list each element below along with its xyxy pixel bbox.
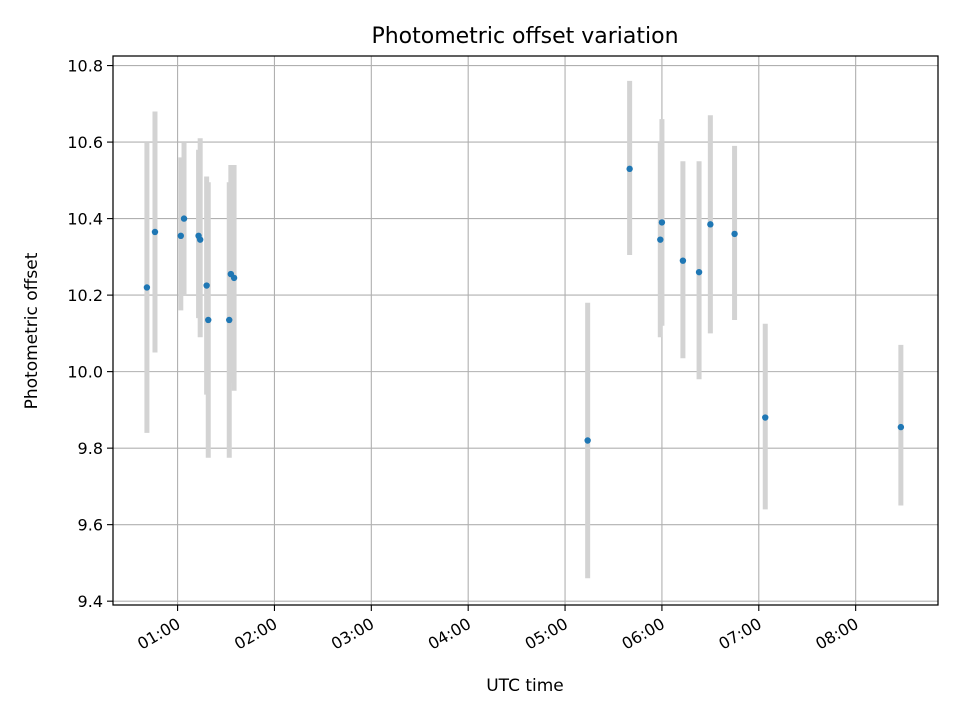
- y-tick-label: 9.4: [78, 592, 103, 611]
- x-axis-label: UTC time: [486, 676, 564, 696]
- data-point: [203, 282, 210, 289]
- y-tick-label: 10.4: [67, 210, 103, 229]
- data-point: [762, 414, 769, 421]
- data-point: [205, 316, 212, 324]
- data-point: [143, 284, 151, 291]
- y-tick-label: 9.6: [78, 516, 103, 535]
- grid: [113, 56, 938, 605]
- chart-title: Photometric offset variation: [371, 24, 678, 49]
- y-axis-ticks: 9.4 9.6 9.8 10.0 10.2 10.4 10.6 10.8: [67, 57, 113, 611]
- data-point: [626, 165, 633, 173]
- data-point: [584, 437, 591, 444]
- plot-area: [113, 56, 938, 605]
- data-point: [177, 232, 185, 240]
- data-point: [196, 236, 204, 243]
- data-point: [679, 257, 687, 264]
- data-point: [226, 316, 233, 324]
- data-points: [143, 165, 905, 444]
- data-point: [897, 423, 905, 431]
- plot-background: [113, 56, 938, 605]
- y-tick-label: 10.2: [67, 286, 103, 305]
- data-point: [151, 228, 159, 236]
- data-point: [731, 230, 738, 238]
- data-point: [707, 221, 714, 228]
- data-point: [180, 215, 188, 222]
- y-tick-label: 9.8: [78, 439, 103, 458]
- data-point: [658, 219, 666, 226]
- data-point: [230, 274, 238, 282]
- plot-frame: [112, 55, 939, 606]
- y-tick-label: 10.6: [67, 133, 103, 152]
- data-point: [695, 268, 703, 276]
- data-point: [657, 236, 664, 243]
- y-axis-label: Photometric offset: [22, 252, 42, 409]
- y-tick-label: 10.0: [67, 363, 103, 382]
- y-tick-label: 10.8: [67, 57, 103, 76]
